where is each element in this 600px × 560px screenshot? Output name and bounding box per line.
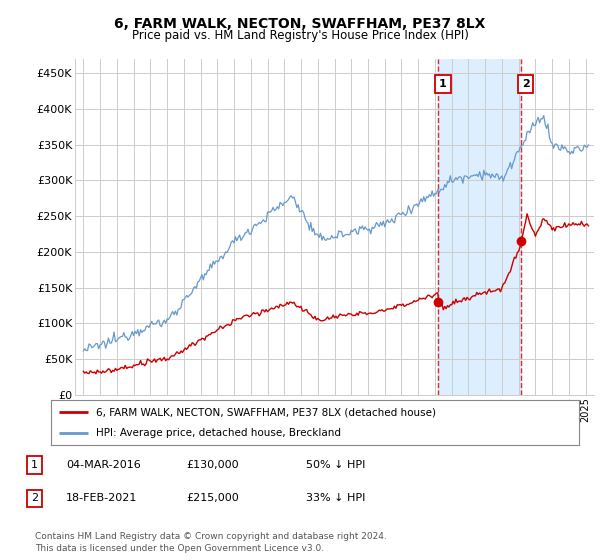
Text: 50% ↓ HPI: 50% ↓ HPI (306, 460, 365, 470)
Text: 2: 2 (31, 493, 38, 503)
Text: 18-FEB-2021: 18-FEB-2021 (66, 493, 137, 503)
Text: £130,000: £130,000 (186, 460, 239, 470)
Text: 6, FARM WALK, NECTON, SWAFFHAM, PE37 8LX: 6, FARM WALK, NECTON, SWAFFHAM, PE37 8LX (115, 17, 485, 31)
Bar (438, 59, 521, 395)
Text: HPI: Average price, detached house, Breckland: HPI: Average price, detached house, Brec… (96, 428, 341, 438)
Text: 1: 1 (439, 79, 446, 89)
Text: Contains HM Land Registry data © Crown copyright and database right 2024.
This d: Contains HM Land Registry data © Crown c… (35, 532, 386, 553)
Text: 33% ↓ HPI: 33% ↓ HPI (306, 493, 365, 503)
Text: 04-MAR-2016: 04-MAR-2016 (66, 460, 141, 470)
Text: £215,000: £215,000 (186, 493, 239, 503)
Text: 1: 1 (31, 460, 38, 470)
Text: 6, FARM WALK, NECTON, SWAFFHAM, PE37 8LX (detached house): 6, FARM WALK, NECTON, SWAFFHAM, PE37 8LX… (96, 408, 436, 418)
Text: 2: 2 (522, 79, 530, 89)
Text: Price paid vs. HM Land Registry's House Price Index (HPI): Price paid vs. HM Land Registry's House … (131, 29, 469, 42)
